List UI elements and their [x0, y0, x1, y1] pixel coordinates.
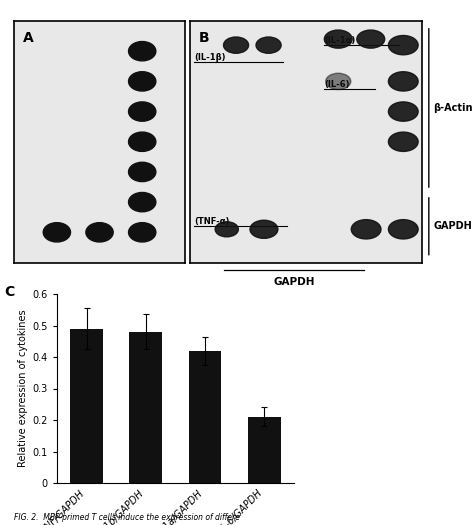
- Bar: [70, 329, 103, 483]
- Text: (IL-1β): (IL-1β): [194, 53, 226, 62]
- Text: B: B: [199, 30, 210, 45]
- Text: (TNF-α): (TNF-α): [194, 217, 229, 226]
- Text: GAPDH: GAPDH: [433, 221, 472, 232]
- Circle shape: [357, 30, 385, 48]
- Text: (IL-1α): (IL-1α): [324, 36, 356, 45]
- Circle shape: [388, 132, 418, 151]
- Text: FIG. 2.  MBP-primed T cells induce the expression of differe: FIG. 2. MBP-primed T cells induce the ex…: [14, 513, 240, 522]
- Circle shape: [128, 162, 156, 182]
- Circle shape: [128, 41, 156, 61]
- Circle shape: [250, 220, 278, 238]
- Circle shape: [215, 222, 238, 237]
- Y-axis label: Relative expression of cytokines: Relative expression of cytokines: [18, 310, 28, 467]
- Circle shape: [351, 219, 381, 239]
- Circle shape: [128, 132, 156, 151]
- Text: GAPDH: GAPDH: [273, 277, 315, 287]
- Circle shape: [388, 102, 418, 121]
- Circle shape: [43, 223, 71, 242]
- Circle shape: [326, 73, 351, 90]
- Bar: [248, 417, 281, 483]
- Circle shape: [324, 30, 352, 48]
- Circle shape: [224, 37, 248, 54]
- Circle shape: [388, 36, 418, 55]
- Circle shape: [128, 193, 156, 212]
- Bar: [189, 351, 221, 483]
- Circle shape: [128, 102, 156, 121]
- Text: A: A: [23, 30, 34, 45]
- Circle shape: [256, 37, 281, 54]
- Circle shape: [388, 72, 418, 91]
- Circle shape: [128, 223, 156, 242]
- Circle shape: [86, 223, 113, 242]
- Bar: [129, 332, 162, 483]
- Circle shape: [388, 219, 418, 239]
- Circle shape: [128, 72, 156, 91]
- Text: C: C: [5, 285, 15, 299]
- Text: (IL-6): (IL-6): [324, 80, 350, 89]
- Text: β-Actin: β-Actin: [433, 103, 473, 113]
